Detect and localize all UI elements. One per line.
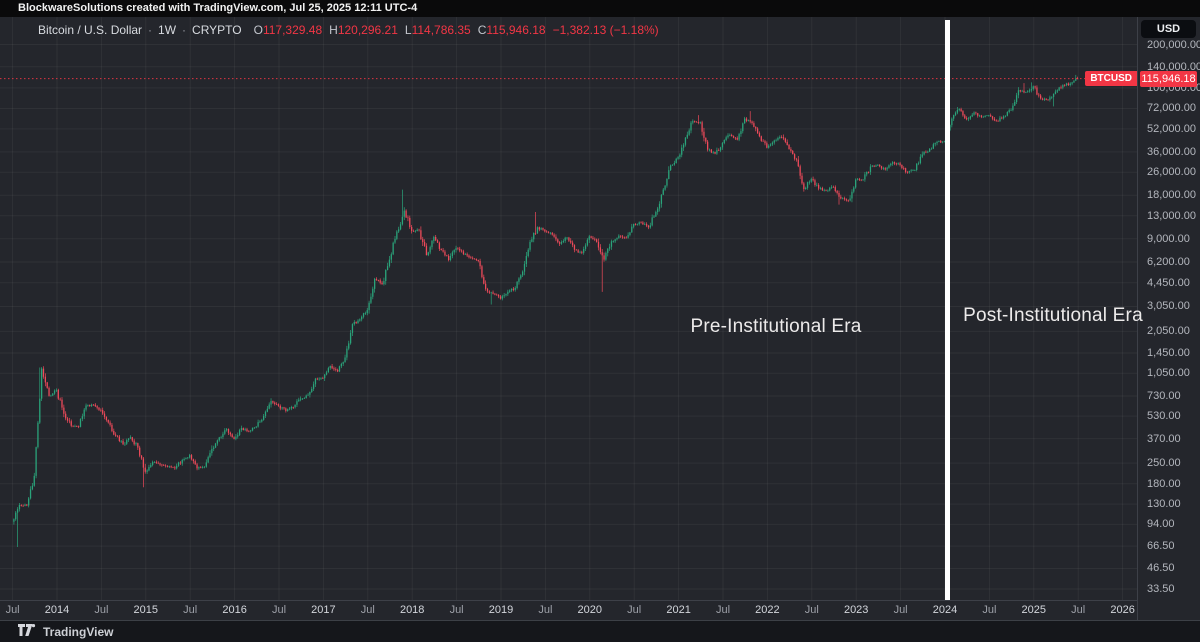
market-label: CRYPTO: [192, 23, 242, 37]
price-axis[interactable]: USD 200,000.00 140,000.00 100,000.00 72,000…: [1137, 17, 1200, 620]
price-axis-label: 730.00: [1147, 390, 1181, 403]
time-axis-month-label: Jul: [893, 604, 908, 616]
price-axis-label: 33.50: [1147, 582, 1175, 595]
price-axis-label: 9,000.00: [1147, 232, 1190, 245]
open-label: O: [253, 23, 263, 37]
price-axis-label: 180.00: [1147, 477, 1181, 490]
price-axis-label: 200,000.00: [1147, 38, 1200, 51]
time-axis-month-label: Jul: [1071, 604, 1086, 616]
price-axis-label: 72,000.00: [1147, 102, 1196, 115]
price-axis-label: 3,050.00: [1147, 300, 1190, 313]
price-axis-label: 1,450.00: [1147, 347, 1190, 360]
currency-toggle-button[interactable]: USD: [1141, 20, 1196, 38]
price-axis-label: 140,000.00: [1147, 60, 1200, 73]
chart-plot-area[interactable]: Bitcoin / U.S. Dollar · 1W · CRYPTO O117…: [0, 17, 1143, 600]
interval-label: 1W: [158, 23, 177, 37]
low-label: L: [404, 23, 412, 37]
footer-bar: TradingView: [0, 620, 1200, 642]
time-axis-month-label: Jul: [538, 604, 553, 616]
close-label: C: [477, 23, 487, 37]
separator-dot: ·: [148, 23, 153, 37]
price-axis-label: 130.00: [1147, 498, 1181, 511]
price-axis-label: 46.50: [1147, 562, 1175, 575]
price-axis-label: 370.00: [1147, 432, 1181, 445]
high-value: 120,296.21: [337, 23, 398, 37]
price-axis-label: 94.00: [1147, 518, 1175, 531]
separator-dot: ·: [182, 23, 187, 37]
high-label: H: [329, 23, 338, 37]
price-axis-label: 52,000.00: [1147, 122, 1196, 135]
time-axis-month-label: Jul: [271, 604, 287, 616]
time-axis-year-label: 2018: [399, 604, 425, 616]
price-axis-label: 66.50: [1147, 540, 1175, 553]
time-axis-year-label: 2024: [932, 604, 958, 616]
close-value: 115,946.18: [486, 23, 546, 37]
time-axis-month-label: Jul: [804, 604, 819, 616]
time-axis-month-label: Jul: [94, 604, 109, 616]
time-axis-year-label: 2023: [843, 604, 869, 616]
last-price-box[interactable]: 115,946.18: [1140, 70, 1197, 87]
time-axis-year-label: 2014: [44, 604, 70, 616]
time-axis-year-label: 2025: [1021, 604, 1047, 616]
time-axis-month-label: Jul: [715, 604, 731, 616]
tradingview-brand-text[interactable]: TradingView: [43, 624, 114, 639]
ohlc-readout: O117,329.48 H120,296.21 L114,786.35 C115…: [254, 23, 659, 37]
time-axis-year-label: 2019: [488, 604, 514, 616]
time-axis-month-label: Jul: [627, 604, 642, 616]
time-axis-month-label: Jul: [360, 604, 375, 616]
pre-institutional-era-label: Pre-Institutional Era: [690, 316, 862, 337]
price-axis-label: 26,000.00: [1147, 166, 1196, 179]
time-axis-year-label: 2020: [577, 604, 603, 616]
low-value: 114,786.35: [411, 23, 471, 37]
symbol-name: Bitcoin / U.S. Dollar: [38, 23, 143, 37]
time-axis-year-label: 2017: [311, 604, 336, 616]
time-axis-year-label: 2022: [755, 604, 780, 616]
candlestick-chart[interactable]: [0, 17, 1137, 600]
price-axis-label: 6,200.00: [1147, 256, 1190, 269]
last-price-symbol-tag[interactable]: BTCUSD: [1085, 71, 1137, 87]
time-axis-month-label: Jul: [982, 604, 997, 616]
time-axis-month-label: Jul: [449, 604, 464, 616]
price-axis-label: 530.00: [1147, 410, 1181, 423]
price-axis-label: 13,000.00: [1147, 209, 1196, 222]
attribution-text: BlockwareSolutions created with TradingV…: [18, 2, 418, 14]
open-value: 117,329.48: [262, 23, 323, 37]
symbol-header: Bitcoin / U.S. Dollar · 1W · CRYPTO O117…: [38, 22, 659, 38]
time-axis-month-label: Jul: [5, 604, 20, 616]
time-axis-month-label: Jul: [183, 604, 198, 616]
time-axis-year-label: 2026: [1110, 604, 1135, 616]
price-axis-label: 18,000.00: [1147, 189, 1196, 202]
attribution-bar: BlockwareSolutions created with TradingV…: [0, 0, 1200, 17]
price-axis-label: 4,450.00: [1147, 276, 1190, 289]
era-divider-line: [945, 20, 950, 600]
price-axis-label: 1,050.00: [1147, 367, 1190, 380]
time-axis[interactable]: Jul 2014 Jul 2015 Jul 2016 Jul 2017 Jul 2018 Jul 20…: [0, 600, 1137, 620]
price-axis-label: 36,000.00: [1147, 145, 1196, 158]
time-axis-year-label: 2015: [133, 604, 159, 616]
time-axis-year-label: 2021: [666, 604, 691, 616]
time-axis-year-label: 2016: [222, 604, 247, 616]
price-axis-label: 2,050.00: [1147, 325, 1190, 338]
post-institutional-era-label: Post-Institutional Era: [963, 305, 1143, 326]
tradingview-logo-icon[interactable]: [18, 623, 37, 641]
change-value: −1,382.13 (−1.18%): [552, 23, 659, 37]
price-axis-label: 250.00: [1147, 457, 1181, 470]
